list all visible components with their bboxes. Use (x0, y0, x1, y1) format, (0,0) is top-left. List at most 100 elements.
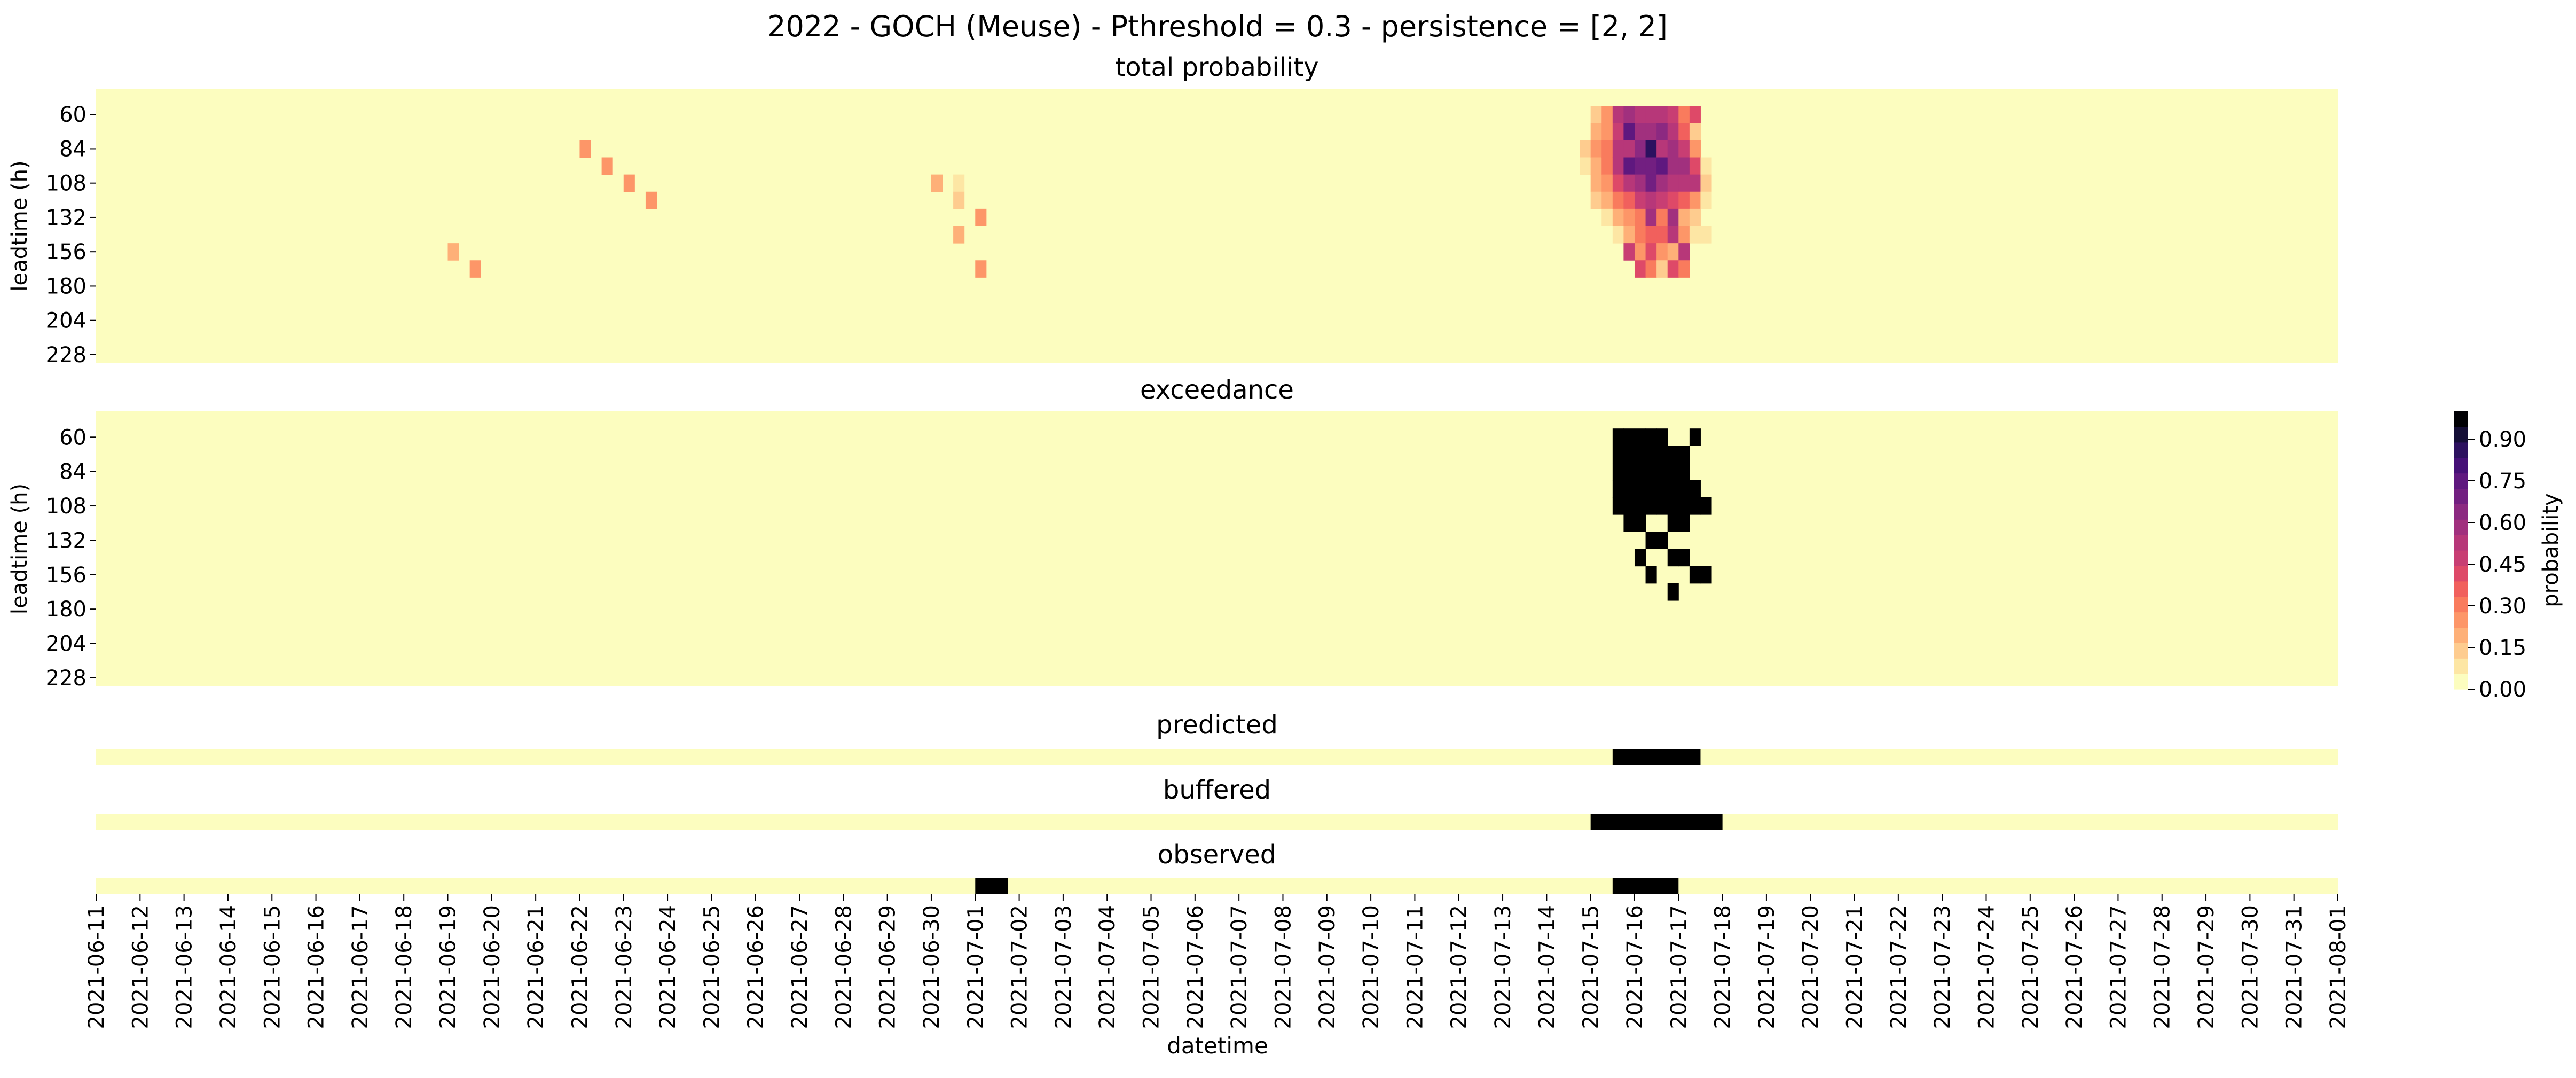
heatmap-cell (1612, 497, 1624, 515)
heatmap-cell (1678, 549, 1690, 567)
x-tick-label: 2021-06-29 (876, 905, 900, 1029)
heatmap-cell (1678, 191, 1690, 209)
heatmap-cell (1667, 123, 1679, 140)
figure-title: 2022 - GOCH (Meuse) - Pthreshold = 0.3 -… (767, 10, 1668, 43)
heatmap-cell (1645, 428, 1657, 446)
heatmap-cell (1656, 226, 1668, 244)
x-tick-label: 2021-06-30 (920, 905, 944, 1029)
heatmap-cell (1634, 123, 1646, 140)
heatmap-cell (645, 191, 657, 209)
heatmap-cell (1667, 106, 1679, 123)
panel-title: exceedance (1140, 375, 1294, 405)
heatmap-cell (1656, 106, 1668, 123)
heatmap-cell (975, 208, 987, 226)
colorbar-segment (2454, 442, 2468, 458)
x-tick-label: 2021-07-27 (2106, 905, 2131, 1029)
heatmap-cell (1590, 123, 1602, 140)
heatmap-cell (1667, 157, 1679, 175)
x-tick-label: 2021-07-17 (1667, 905, 1691, 1029)
x-tick-label: 2021-07-26 (2062, 905, 2087, 1029)
heatmap-cell (1667, 497, 1679, 515)
heatmap-cell (1667, 226, 1679, 244)
heatmap-cell (1645, 191, 1657, 209)
colorbar-segment (2454, 519, 2468, 535)
heatmap-cell (1700, 226, 1712, 244)
heatmap-cell (1634, 260, 1646, 278)
heatmap-cell (1667, 243, 1679, 261)
heatmap-cell (1656, 497, 1668, 515)
y-tick-label: 132 (46, 528, 87, 553)
heatmap-cell (1645, 174, 1657, 192)
y-tick-label: 60 (59, 103, 87, 127)
heatmap-cell (931, 174, 943, 192)
y-tick-label: 84 (59, 137, 87, 161)
colorbar-tick-label: 0.15 (2479, 636, 2526, 660)
x-tick-label: 2021-07-01 (963, 905, 988, 1029)
heatmap-cell (1656, 123, 1668, 140)
heatmap-cell (1678, 174, 1690, 192)
x-axis-label: datetime (1167, 1033, 1268, 1059)
heatmap-cell (1656, 428, 1668, 446)
colorbar-tick-label: 0.00 (2479, 677, 2526, 702)
heatmap-cell (1689, 428, 1701, 446)
heatmap-cell (1656, 191, 1668, 209)
heatmap-cell (1667, 549, 1679, 567)
heatmap-cell (1678, 243, 1690, 261)
colorbar-tick-label: 0.30 (2479, 594, 2526, 619)
heatmap-cell (1656, 463, 1668, 481)
heatmap-cell (1667, 174, 1679, 192)
heatmap-cell (1645, 480, 1657, 498)
x-tick-label: 2021-07-28 (2150, 905, 2175, 1029)
heatmap-cell (1590, 157, 1602, 175)
heatmap-cell (1612, 174, 1624, 192)
heatmap-cell (1634, 428, 1646, 446)
heatmap-cell (1634, 243, 1646, 261)
event-period-bar (1590, 814, 1723, 830)
heatmap-cell (1645, 243, 1657, 261)
x-tick-label: 2021-06-25 (700, 905, 724, 1029)
heatmap-cell (1590, 106, 1602, 123)
heatmap-cell (1678, 140, 1690, 158)
heatmap-cell (1645, 208, 1657, 226)
heatmap-cell (1678, 260, 1690, 278)
heatmap-cell (1601, 191, 1613, 209)
heatmap-cell (953, 226, 965, 244)
heatmap-cell (469, 260, 481, 278)
heatmap-cell (1656, 243, 1668, 261)
y-axis-label: leadtime (h) (7, 483, 32, 614)
colorbar-segment (2454, 643, 2468, 659)
panel-total-probability: total probability 60 84 108 132 156 180 204 228 l… (7, 52, 2338, 368)
colorbar-segment (2454, 426, 2468, 443)
heatmap-cell (1634, 191, 1646, 209)
heatmap-cell (1700, 157, 1712, 175)
x-tick-label: 2021-06-13 (172, 905, 197, 1029)
colorbar-segment (2454, 550, 2468, 566)
heatmap-cell (1656, 140, 1668, 158)
x-tick-label: 2021-07-02 (1008, 905, 1032, 1029)
panel-observed: observed (96, 840, 2338, 894)
heatmap-cell (1601, 157, 1613, 175)
heatmap-cell (1656, 446, 1668, 464)
heatmap-cell (1667, 208, 1679, 226)
x-tick-label: 2021-07-24 (1974, 905, 1999, 1029)
heatmap-cell (1634, 514, 1646, 532)
event-period-bar (1612, 749, 1701, 765)
heatmap-cell (1689, 566, 1701, 584)
x-tick-label: 2021-07-30 (2238, 905, 2263, 1029)
x-tick-labels: 2021-06-11 2021-06-12 2021-06-13 2021-06-14… (84, 894, 2351, 1029)
heatmap-cell (1678, 123, 1690, 140)
heatmap-cell (1656, 480, 1668, 498)
x-tick-label: 2021-06-12 (128, 905, 153, 1029)
colorbar-label: probability (2539, 493, 2563, 607)
x-tick-label: 2021-07-20 (1799, 905, 1823, 1029)
panel-title: total probability (1115, 52, 1318, 82)
heatmap-cell (1623, 140, 1635, 158)
heatmap-cell (1634, 549, 1646, 567)
heatmap-cell (447, 243, 459, 261)
heatmap-cell (1634, 497, 1646, 515)
x-tick-label: 2021-07-14 (1535, 905, 1559, 1029)
heatmap-cell (1645, 157, 1657, 175)
x-tick-label: 2021-07-23 (1930, 905, 1955, 1029)
panel-title: observed (1158, 840, 1277, 870)
heatmap-cell (1700, 174, 1712, 192)
